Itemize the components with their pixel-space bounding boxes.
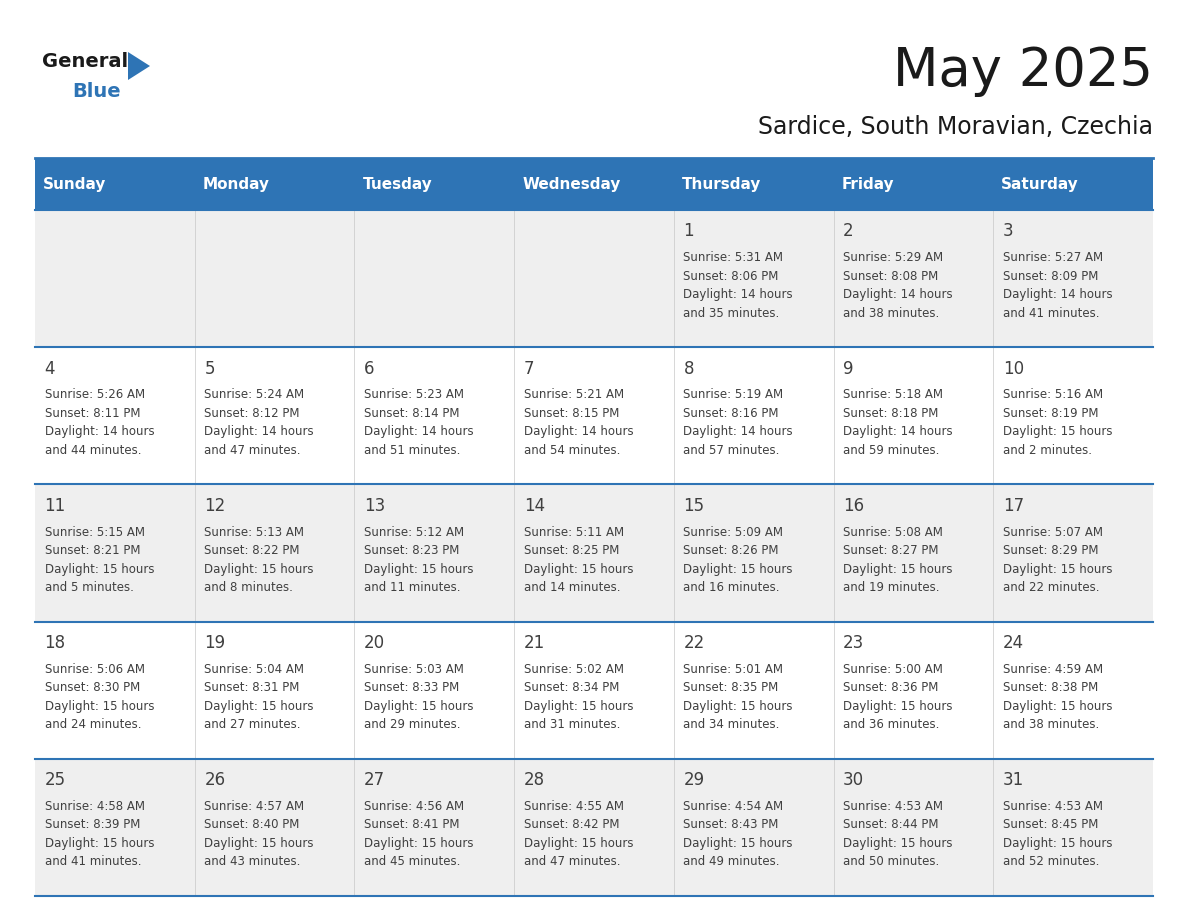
- Text: 3: 3: [1003, 222, 1013, 241]
- Text: 20: 20: [364, 634, 385, 652]
- Text: Monday: Monday: [203, 176, 270, 192]
- Text: 6: 6: [364, 360, 374, 377]
- Text: Saturday: Saturday: [1001, 176, 1079, 192]
- Text: May 2025: May 2025: [893, 45, 1154, 97]
- Text: Sunrise: 4:53 AM
Sunset: 8:45 PM
Daylight: 15 hours
and 52 minutes.: Sunrise: 4:53 AM Sunset: 8:45 PM Dayligh…: [1003, 800, 1112, 868]
- Text: 23: 23: [843, 634, 865, 652]
- Text: 16: 16: [843, 497, 865, 515]
- Text: Friday: Friday: [841, 176, 895, 192]
- Bar: [34, 759, 1154, 896]
- Text: 5: 5: [204, 360, 215, 377]
- Text: Sunrise: 5:02 AM
Sunset: 8:34 PM
Daylight: 15 hours
and 31 minutes.: Sunrise: 5:02 AM Sunset: 8:34 PM Dayligh…: [524, 663, 633, 732]
- Text: 29: 29: [683, 771, 704, 789]
- Text: Sunrise: 5:04 AM
Sunset: 8:31 PM
Daylight: 15 hours
and 27 minutes.: Sunrise: 5:04 AM Sunset: 8:31 PM Dayligh…: [204, 663, 314, 732]
- Text: 12: 12: [204, 497, 226, 515]
- Text: 9: 9: [843, 360, 854, 377]
- Text: Wednesday: Wednesday: [523, 176, 620, 192]
- Text: Sunrise: 5:21 AM
Sunset: 8:15 PM
Daylight: 14 hours
and 54 minutes.: Sunrise: 5:21 AM Sunset: 8:15 PM Dayligh…: [524, 388, 633, 457]
- Text: 4: 4: [45, 360, 55, 377]
- Bar: [34, 158, 1154, 210]
- Text: Sunrise: 5:19 AM
Sunset: 8:16 PM
Daylight: 14 hours
and 57 minutes.: Sunrise: 5:19 AM Sunset: 8:16 PM Dayligh…: [683, 388, 794, 457]
- Text: Thursday: Thursday: [682, 176, 762, 192]
- Text: 31: 31: [1003, 771, 1024, 789]
- Text: 21: 21: [524, 634, 545, 652]
- Text: Sunrise: 4:54 AM
Sunset: 8:43 PM
Daylight: 15 hours
and 49 minutes.: Sunrise: 4:54 AM Sunset: 8:43 PM Dayligh…: [683, 800, 792, 868]
- Text: 1: 1: [683, 222, 694, 241]
- Text: Sunrise: 5:08 AM
Sunset: 8:27 PM
Daylight: 15 hours
and 19 minutes.: Sunrise: 5:08 AM Sunset: 8:27 PM Dayligh…: [843, 526, 953, 594]
- Text: Sardice, South Moravian, Czechia: Sardice, South Moravian, Czechia: [758, 115, 1154, 139]
- Text: 19: 19: [204, 634, 226, 652]
- Text: 17: 17: [1003, 497, 1024, 515]
- Text: 28: 28: [524, 771, 545, 789]
- Text: 22: 22: [683, 634, 704, 652]
- Text: Sunrise: 5:24 AM
Sunset: 8:12 PM
Daylight: 14 hours
and 47 minutes.: Sunrise: 5:24 AM Sunset: 8:12 PM Dayligh…: [204, 388, 314, 457]
- Text: Sunrise: 4:55 AM
Sunset: 8:42 PM
Daylight: 15 hours
and 47 minutes.: Sunrise: 4:55 AM Sunset: 8:42 PM Dayligh…: [524, 800, 633, 868]
- Text: Tuesday: Tuesday: [362, 176, 432, 192]
- Text: 15: 15: [683, 497, 704, 515]
- Text: 18: 18: [45, 634, 65, 652]
- Text: General: General: [42, 52, 128, 71]
- Text: 27: 27: [364, 771, 385, 789]
- Text: Sunrise: 5:01 AM
Sunset: 8:35 PM
Daylight: 15 hours
and 34 minutes.: Sunrise: 5:01 AM Sunset: 8:35 PM Dayligh…: [683, 663, 792, 732]
- Text: Sunrise: 5:06 AM
Sunset: 8:30 PM
Daylight: 15 hours
and 24 minutes.: Sunrise: 5:06 AM Sunset: 8:30 PM Dayligh…: [45, 663, 154, 732]
- Bar: [34, 347, 1154, 485]
- Text: Sunrise: 5:00 AM
Sunset: 8:36 PM
Daylight: 15 hours
and 36 minutes.: Sunrise: 5:00 AM Sunset: 8:36 PM Dayligh…: [843, 663, 953, 732]
- Text: Sunrise: 5:07 AM
Sunset: 8:29 PM
Daylight: 15 hours
and 22 minutes.: Sunrise: 5:07 AM Sunset: 8:29 PM Dayligh…: [1003, 526, 1112, 594]
- Text: Sunrise: 4:59 AM
Sunset: 8:38 PM
Daylight: 15 hours
and 38 minutes.: Sunrise: 4:59 AM Sunset: 8:38 PM Dayligh…: [1003, 663, 1112, 732]
- Text: Sunrise: 4:57 AM
Sunset: 8:40 PM
Daylight: 15 hours
and 43 minutes.: Sunrise: 4:57 AM Sunset: 8:40 PM Dayligh…: [204, 800, 314, 868]
- Text: 2: 2: [843, 222, 854, 241]
- Text: 24: 24: [1003, 634, 1024, 652]
- Text: Sunrise: 5:03 AM
Sunset: 8:33 PM
Daylight: 15 hours
and 29 minutes.: Sunrise: 5:03 AM Sunset: 8:33 PM Dayligh…: [364, 663, 474, 732]
- Text: Sunrise: 5:09 AM
Sunset: 8:26 PM
Daylight: 15 hours
and 16 minutes.: Sunrise: 5:09 AM Sunset: 8:26 PM Dayligh…: [683, 526, 792, 594]
- Text: Sunrise: 5:26 AM
Sunset: 8:11 PM
Daylight: 14 hours
and 44 minutes.: Sunrise: 5:26 AM Sunset: 8:11 PM Dayligh…: [45, 388, 154, 457]
- Text: Sunrise: 4:53 AM
Sunset: 8:44 PM
Daylight: 15 hours
and 50 minutes.: Sunrise: 4:53 AM Sunset: 8:44 PM Dayligh…: [843, 800, 953, 868]
- Text: Sunrise: 5:16 AM
Sunset: 8:19 PM
Daylight: 15 hours
and 2 minutes.: Sunrise: 5:16 AM Sunset: 8:19 PM Dayligh…: [1003, 388, 1112, 457]
- Text: 26: 26: [204, 771, 226, 789]
- Bar: [34, 210, 1154, 347]
- Text: Blue: Blue: [72, 82, 121, 101]
- Polygon shape: [128, 52, 150, 80]
- Bar: [34, 485, 1154, 621]
- Text: Sunrise: 5:23 AM
Sunset: 8:14 PM
Daylight: 14 hours
and 51 minutes.: Sunrise: 5:23 AM Sunset: 8:14 PM Dayligh…: [364, 388, 474, 457]
- Text: Sunrise: 4:58 AM
Sunset: 8:39 PM
Daylight: 15 hours
and 41 minutes.: Sunrise: 4:58 AM Sunset: 8:39 PM Dayligh…: [45, 800, 154, 868]
- Text: 7: 7: [524, 360, 535, 377]
- Text: 10: 10: [1003, 360, 1024, 377]
- Text: 8: 8: [683, 360, 694, 377]
- Text: Sunday: Sunday: [43, 176, 107, 192]
- Text: Sunrise: 5:18 AM
Sunset: 8:18 PM
Daylight: 14 hours
and 59 minutes.: Sunrise: 5:18 AM Sunset: 8:18 PM Dayligh…: [843, 388, 953, 457]
- Text: Sunrise: 5:15 AM
Sunset: 8:21 PM
Daylight: 15 hours
and 5 minutes.: Sunrise: 5:15 AM Sunset: 8:21 PM Dayligh…: [45, 526, 154, 594]
- Text: Sunrise: 5:29 AM
Sunset: 8:08 PM
Daylight: 14 hours
and 38 minutes.: Sunrise: 5:29 AM Sunset: 8:08 PM Dayligh…: [843, 252, 953, 319]
- Text: Sunrise: 4:56 AM
Sunset: 8:41 PM
Daylight: 15 hours
and 45 minutes.: Sunrise: 4:56 AM Sunset: 8:41 PM Dayligh…: [364, 800, 474, 868]
- Text: Sunrise: 5:11 AM
Sunset: 8:25 PM
Daylight: 15 hours
and 14 minutes.: Sunrise: 5:11 AM Sunset: 8:25 PM Dayligh…: [524, 526, 633, 594]
- Text: 11: 11: [45, 497, 65, 515]
- Text: Sunrise: 5:13 AM
Sunset: 8:22 PM
Daylight: 15 hours
and 8 minutes.: Sunrise: 5:13 AM Sunset: 8:22 PM Dayligh…: [204, 526, 314, 594]
- Text: Sunrise: 5:31 AM
Sunset: 8:06 PM
Daylight: 14 hours
and 35 minutes.: Sunrise: 5:31 AM Sunset: 8:06 PM Dayligh…: [683, 252, 794, 319]
- Text: Sunrise: 5:12 AM
Sunset: 8:23 PM
Daylight: 15 hours
and 11 minutes.: Sunrise: 5:12 AM Sunset: 8:23 PM Dayligh…: [364, 526, 474, 594]
- Bar: [34, 621, 1154, 759]
- Text: Sunrise: 5:27 AM
Sunset: 8:09 PM
Daylight: 14 hours
and 41 minutes.: Sunrise: 5:27 AM Sunset: 8:09 PM Dayligh…: [1003, 252, 1112, 319]
- Text: 30: 30: [843, 771, 865, 789]
- Text: 25: 25: [45, 771, 65, 789]
- Text: 13: 13: [364, 497, 385, 515]
- Text: 14: 14: [524, 497, 545, 515]
